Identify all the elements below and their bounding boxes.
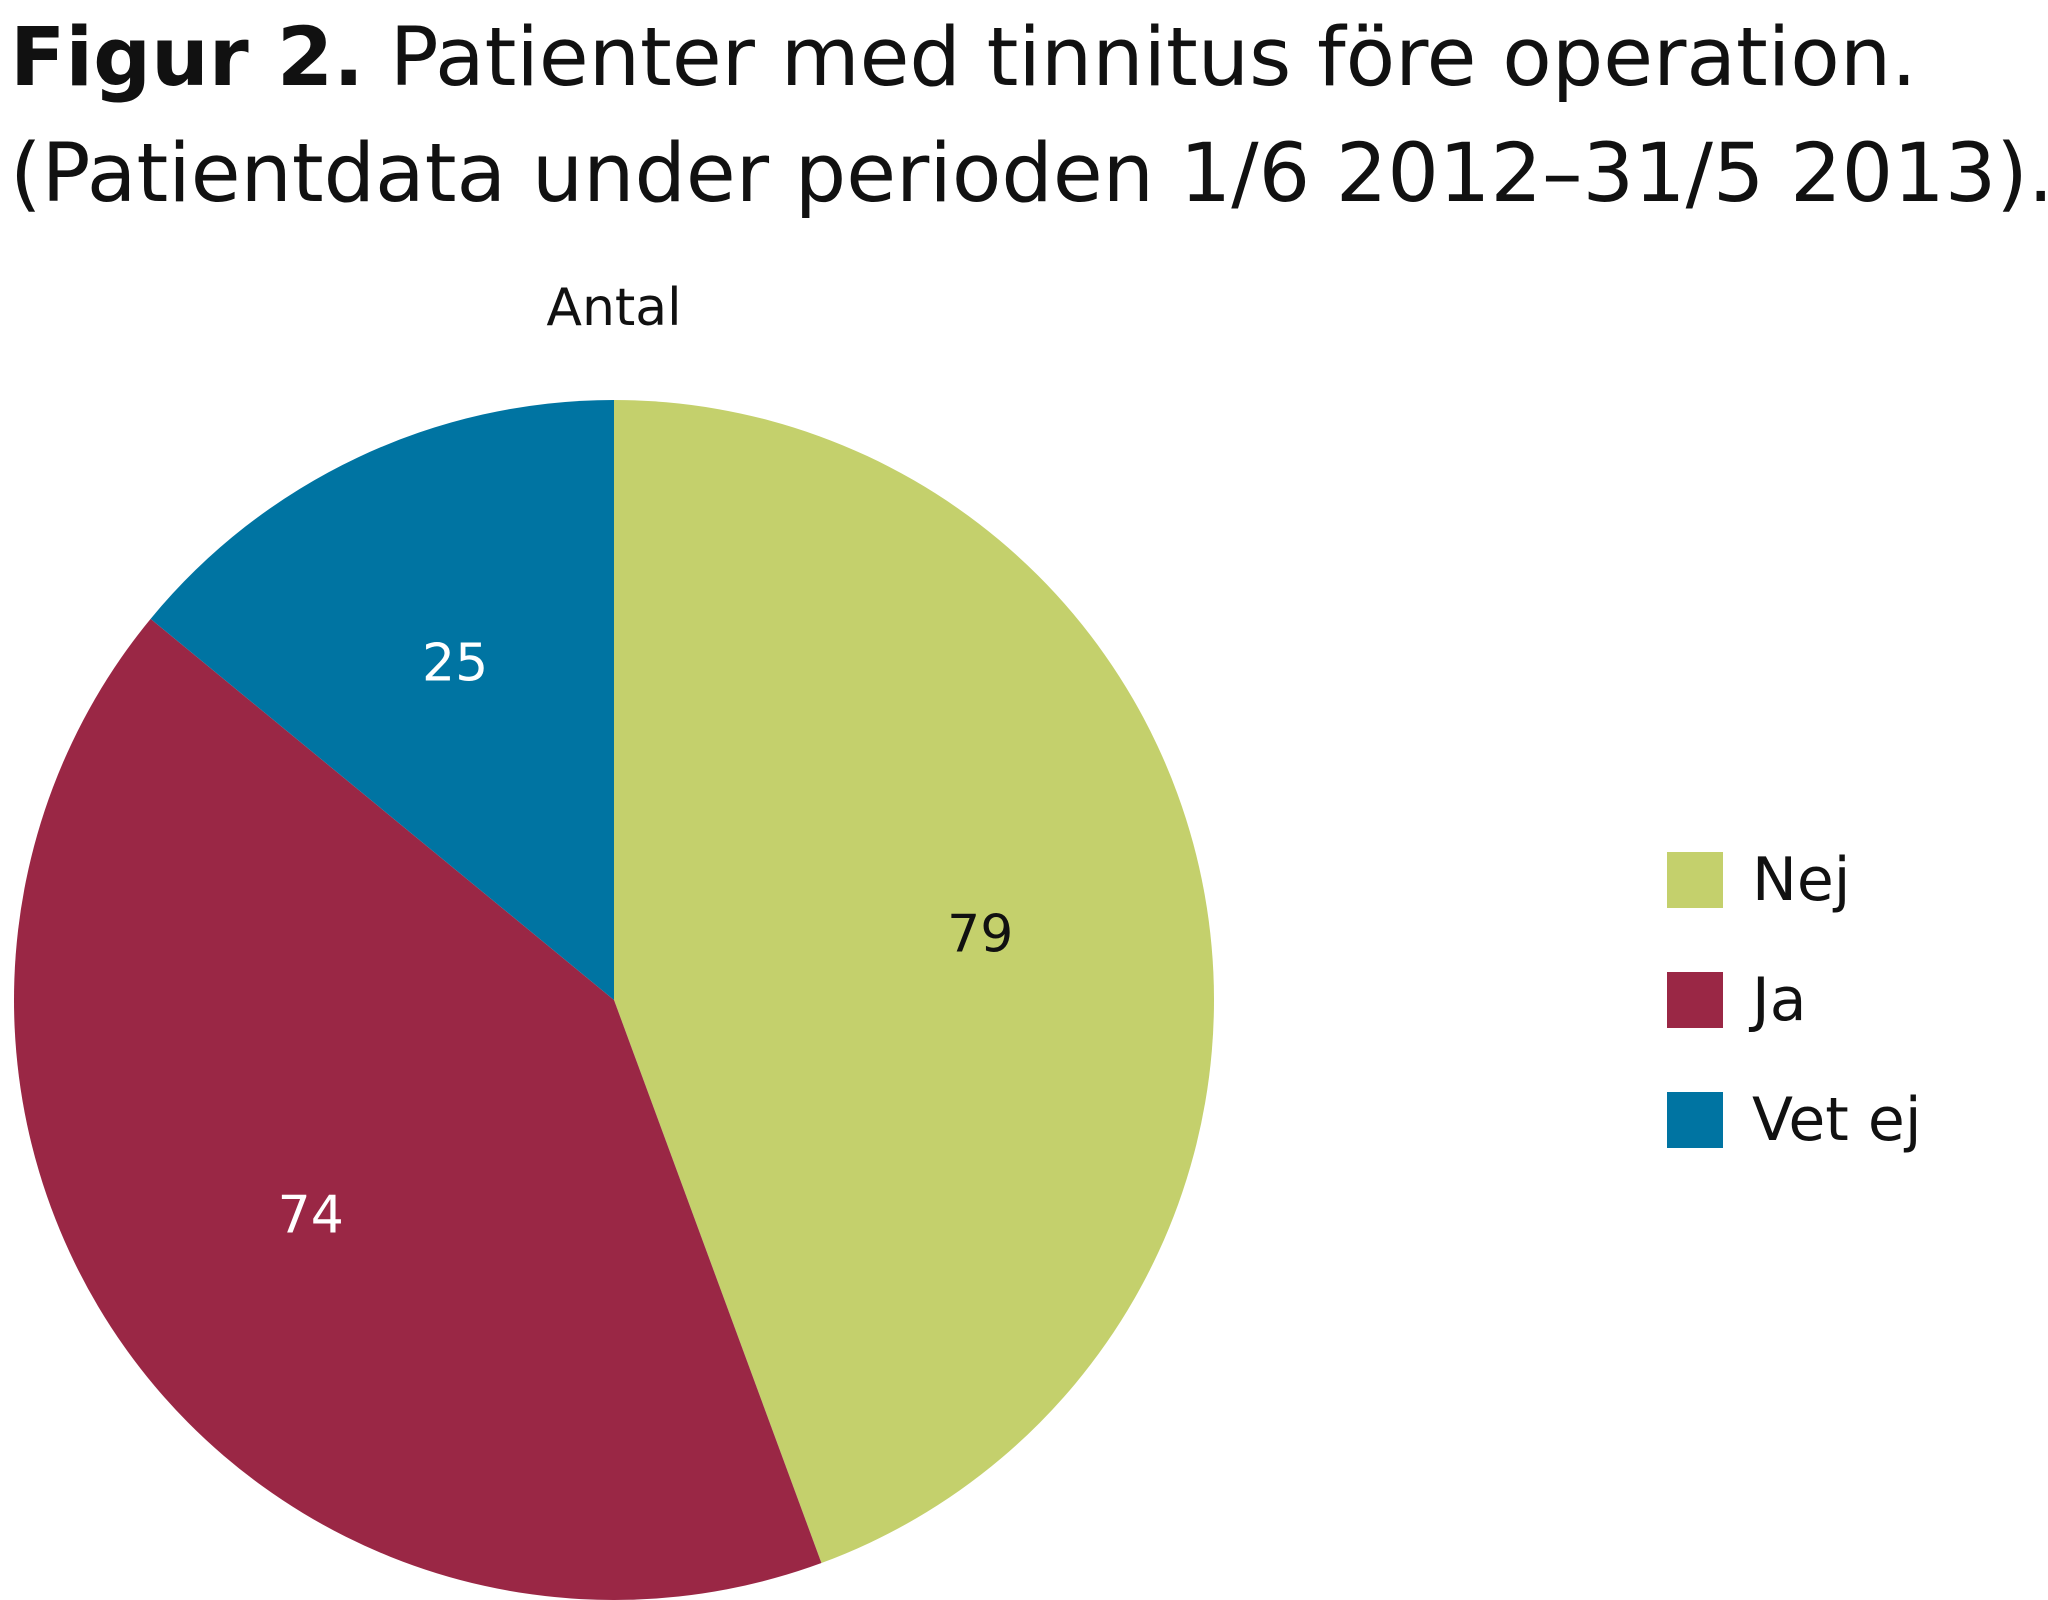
- caption-line-2: (Patientdata under perioden 1/6 2012–31/…: [10, 127, 2048, 221]
- legend-swatch-ja: [1667, 972, 1723, 1028]
- pie-slice-ja: [14, 618, 822, 1600]
- legend-label-ja: Ja: [1752, 965, 1807, 1035]
- caption-text: Patienter med tinnitus före operation.: [364, 11, 1917, 105]
- figure-label: Figur 2.: [10, 11, 365, 105]
- data-label-vet-ej: 25: [422, 634, 488, 694]
- data-label-ja: 74: [278, 1185, 344, 1245]
- legend-label-nej: Nej: [1752, 845, 1851, 915]
- legend-swatch-nej: [1667, 852, 1723, 908]
- chart-title-text: Antal: [546, 278, 682, 338]
- pie-slice-nej: [614, 400, 1214, 1564]
- legend-swatch-vet-ej: [1667, 1092, 1723, 1148]
- caption-line-1: Figur 2. Patienter med tinnitus före ope…: [10, 0, 2040, 116]
- pie-slice-vet-ej: [150, 400, 614, 1000]
- legend-label-vet-ej: Vet ej: [1752, 1085, 1922, 1155]
- data-label-nej: 79: [947, 905, 1013, 965]
- figure-caption: Figur 2. Patienter med tinnitus före ope…: [10, 0, 2048, 232]
